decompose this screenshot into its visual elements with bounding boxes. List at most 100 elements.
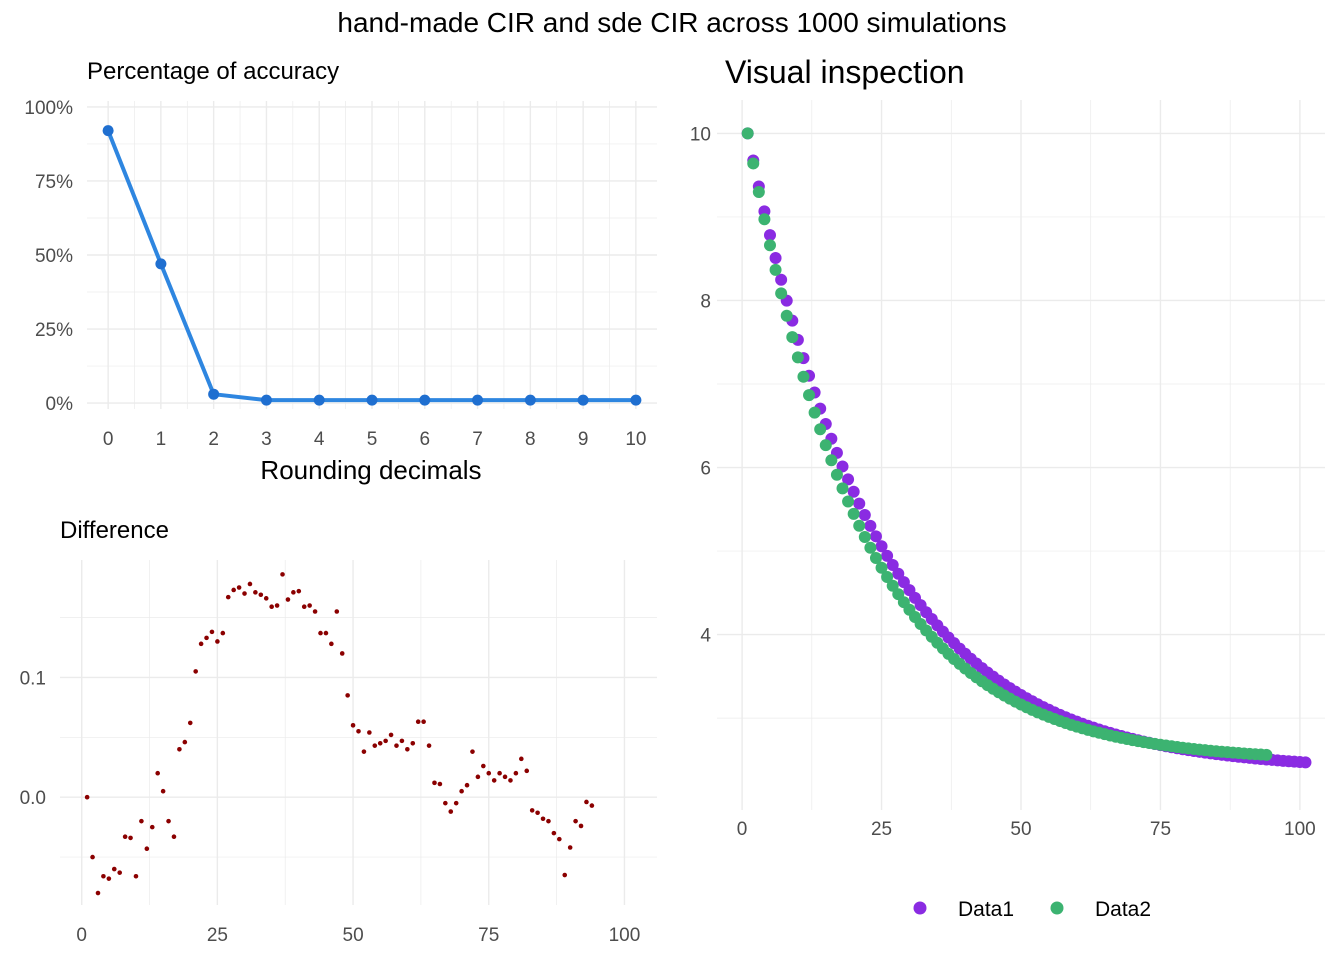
accuracy-y-tick-label: 0% <box>46 394 74 415</box>
visual-point-data2 <box>825 454 838 467</box>
visual-y-tick-label: 4 <box>700 626 711 647</box>
visual-x-ticks: 0 25 50 75 100 <box>737 819 1316 840</box>
difference-point <box>529 808 535 813</box>
visual-point-data1 <box>858 509 871 522</box>
difference-gridlines <box>60 560 657 905</box>
visual-point-data2 <box>847 507 860 520</box>
difference-point <box>519 756 524 762</box>
difference-x-tick-label: 50 <box>343 925 364 946</box>
visual-point-data1 <box>864 519 877 532</box>
accuracy-gridlines <box>87 101 657 409</box>
legend-label-data1: Data1 <box>958 898 1014 921</box>
accuracy-marks <box>102 125 642 406</box>
difference-point <box>448 809 454 814</box>
difference-point <box>508 778 513 783</box>
accuracy-title: Percentage of accuracy <box>87 58 339 85</box>
visual-y-tick-label: 6 <box>700 459 711 480</box>
difference-point <box>383 738 388 744</box>
difference-x-ticks: 0 25 50 75 100 <box>76 925 640 946</box>
difference-point <box>171 834 177 840</box>
legend-key-data2 <box>1050 901 1064 915</box>
visual-point-data1 <box>775 273 788 286</box>
difference-point <box>204 635 209 641</box>
visual-point-data2 <box>830 468 843 481</box>
difference-y-tick-label: 0.1 <box>20 668 46 689</box>
difference-point <box>84 794 90 800</box>
difference-point <box>296 588 302 594</box>
difference-point <box>502 774 508 780</box>
difference-point <box>253 590 258 595</box>
difference-point <box>437 781 443 787</box>
difference-point <box>182 739 188 745</box>
accuracy-x-tick-label: 1 <box>156 429 167 450</box>
difference-point <box>497 770 502 776</box>
visual-point-data2 <box>808 406 821 419</box>
visual-point-data1 <box>886 558 899 571</box>
difference-point <box>470 749 475 754</box>
accuracy-x-tick-label: 7 <box>472 429 483 450</box>
accuracy-point <box>419 394 431 406</box>
visual-point-data2 <box>797 370 810 383</box>
accuracy-x-tick-label: 2 <box>208 429 219 450</box>
difference-point <box>307 603 312 608</box>
accuracy-point <box>313 394 325 406</box>
visual-y-ticks: 4 6 8 10 <box>690 124 712 646</box>
accuracy-x-tick-label: 9 <box>578 429 589 450</box>
difference-point <box>405 746 410 752</box>
legend-key-data1 <box>913 901 927 915</box>
accuracy-x-tick-label: 4 <box>314 429 325 450</box>
difference-point <box>372 743 378 748</box>
visual-marks <box>741 127 1312 769</box>
difference-point <box>285 597 291 602</box>
visual-point-data2 <box>786 331 799 344</box>
difference-point <box>193 669 198 674</box>
difference-point <box>122 834 128 840</box>
difference-point <box>377 740 383 746</box>
difference-point <box>111 866 117 872</box>
difference-point <box>225 594 231 600</box>
difference-point <box>475 774 481 780</box>
difference-point <box>291 590 296 595</box>
accuracy-point <box>102 125 114 137</box>
visual-point-data2 <box>763 239 776 252</box>
accuracy-x-tick-label: 3 <box>261 429 272 450</box>
accuracy-x-ticks: 0 1 2 3 4 5 6 7 8 9 10 <box>103 429 647 450</box>
accuracy-point <box>155 258 167 270</box>
difference-point <box>247 581 253 587</box>
visual-x-tick-label: 0 <box>737 819 748 840</box>
difference-point <box>453 800 459 806</box>
difference-point <box>573 818 578 824</box>
visual-point-data2 <box>769 263 782 276</box>
difference-point <box>274 603 280 608</box>
difference-point <box>101 873 106 879</box>
visual-point-data1 <box>1299 756 1312 769</box>
difference-point <box>160 788 166 794</box>
accuracy-point <box>577 394 589 406</box>
difference-point <box>198 641 204 647</box>
visual-point-data2 <box>803 389 816 402</box>
visual-x-tick-label: 100 <box>1284 819 1316 840</box>
difference-point <box>133 873 139 879</box>
difference-point <box>318 630 323 636</box>
accuracy-y-tick-label: 75% <box>35 172 73 193</box>
difference-y-ticks: 0.0 0.1 <box>20 668 46 809</box>
accuracy-point <box>524 394 536 406</box>
difference-x-tick-label: 100 <box>609 925 641 946</box>
visual-panel: Visual inspection 4 6 8 10 0 25 50 75 100 Data1… <box>690 54 1325 921</box>
difference-point <box>139 818 144 824</box>
accuracy-x-tick-label: 6 <box>419 429 430 450</box>
difference-point <box>356 729 361 734</box>
difference-point <box>350 723 356 728</box>
difference-point <box>486 770 492 776</box>
visual-gridlines <box>717 100 1325 810</box>
visual-point-data2 <box>875 561 888 574</box>
accuracy-y-tick-label: 100% <box>24 98 73 119</box>
difference-point <box>236 585 242 590</box>
visual-point-data1 <box>875 540 888 553</box>
difference-point <box>540 816 546 822</box>
accuracy-point <box>260 394 272 406</box>
difference-point <box>177 746 182 752</box>
difference-point <box>567 845 573 850</box>
difference-point <box>421 719 426 725</box>
